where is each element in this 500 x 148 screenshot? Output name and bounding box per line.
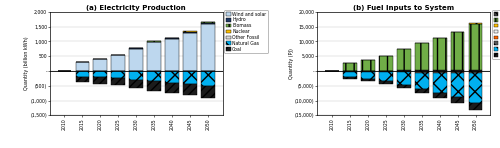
Bar xyxy=(469,23,482,24)
Bar xyxy=(379,71,392,72)
Bar xyxy=(343,71,356,72)
Bar xyxy=(94,59,107,71)
Bar xyxy=(469,103,482,110)
Title: (b) Fuel Inputs to System: (b) Fuel Inputs to System xyxy=(353,5,454,11)
Bar xyxy=(361,72,374,79)
Bar xyxy=(379,81,392,84)
Bar xyxy=(130,49,143,71)
Bar xyxy=(202,86,215,98)
Bar xyxy=(112,55,125,71)
Bar xyxy=(433,93,446,98)
Bar xyxy=(361,79,374,81)
Bar xyxy=(433,70,446,71)
Bar xyxy=(397,49,410,70)
Bar xyxy=(76,77,89,82)
Bar xyxy=(343,77,356,79)
Bar xyxy=(415,70,428,71)
Bar xyxy=(415,43,428,70)
Bar xyxy=(166,39,179,71)
Bar xyxy=(184,84,197,95)
Bar xyxy=(397,71,410,72)
Bar xyxy=(469,24,482,70)
Bar xyxy=(469,71,482,73)
Bar xyxy=(202,23,215,24)
Bar xyxy=(202,71,215,86)
Bar xyxy=(397,85,410,88)
Bar xyxy=(451,70,464,71)
Bar xyxy=(397,70,410,71)
Bar xyxy=(415,89,428,93)
Bar xyxy=(433,38,446,70)
Bar xyxy=(166,38,179,39)
Bar xyxy=(379,72,392,81)
Bar xyxy=(343,63,356,71)
Bar xyxy=(148,71,161,81)
Bar xyxy=(112,78,125,85)
Bar xyxy=(433,73,446,93)
Bar xyxy=(202,22,215,23)
Bar xyxy=(184,31,197,32)
Bar xyxy=(130,71,143,80)
Bar xyxy=(148,81,161,91)
Bar xyxy=(415,71,428,73)
Title: (a) Electricity Production: (a) Electricity Production xyxy=(86,5,186,11)
Bar xyxy=(184,71,197,84)
Bar xyxy=(148,42,161,71)
Y-axis label: Quantity (billion kWh): Quantity (billion kWh) xyxy=(24,37,29,90)
Bar xyxy=(184,32,197,33)
Bar xyxy=(433,71,446,73)
Bar xyxy=(166,83,179,93)
Bar xyxy=(451,32,464,70)
Bar xyxy=(76,71,89,77)
Bar xyxy=(415,73,428,89)
Bar xyxy=(451,97,464,103)
Bar xyxy=(130,80,143,88)
Bar xyxy=(148,41,161,42)
Bar xyxy=(361,60,374,71)
Bar xyxy=(94,77,107,83)
Bar xyxy=(166,37,179,38)
Bar xyxy=(451,73,464,97)
Bar xyxy=(361,71,374,72)
Bar xyxy=(130,48,143,49)
Bar xyxy=(379,70,392,71)
Bar xyxy=(379,56,392,70)
Bar xyxy=(469,73,482,103)
Bar xyxy=(469,70,482,71)
Bar xyxy=(202,24,215,71)
Bar xyxy=(166,71,179,83)
Bar xyxy=(112,54,125,55)
Bar xyxy=(94,71,107,77)
Bar xyxy=(76,62,89,71)
Bar xyxy=(397,72,410,85)
Legend: Other, Renewables, Uranium, Petroleum Products, Crude Oil, Natural Gas Liquids, : Other, Renewables, Uranium, Petroleum Pr… xyxy=(492,10,500,59)
Bar xyxy=(343,72,356,77)
Bar xyxy=(451,71,464,73)
Bar xyxy=(112,71,125,78)
Y-axis label: Quantity (PJ): Quantity (PJ) xyxy=(288,48,294,79)
Bar xyxy=(184,33,197,71)
Legend: Wind and solar, Hydro, Biomass, Nuclear, Other Fossil, Natural Gas, Coal: Wind and solar, Hydro, Biomass, Nuclear,… xyxy=(224,10,268,53)
